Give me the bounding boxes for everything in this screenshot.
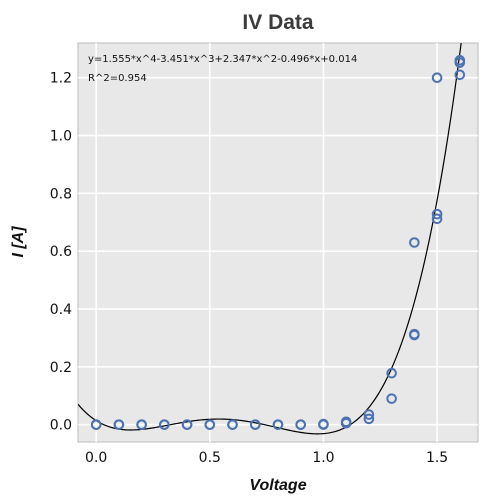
data-point xyxy=(454,69,466,81)
data-point xyxy=(249,419,261,430)
data-point xyxy=(363,409,375,420)
data-point xyxy=(340,416,352,428)
data-point xyxy=(159,419,170,430)
y-tick-label: 1.2 xyxy=(50,71,72,87)
data-point xyxy=(431,72,443,83)
equation-annotation: y=1.555*x^4-3.451*x^3+2.347*x^2-0.496*x+… xyxy=(88,54,357,65)
data-point xyxy=(386,393,397,404)
data-point xyxy=(386,367,397,379)
data-point xyxy=(431,208,443,220)
data-point xyxy=(454,55,466,66)
data-point xyxy=(363,413,375,425)
x-tick-label: 1.0 xyxy=(312,450,334,466)
y-tick-label: 0.4 xyxy=(50,302,72,318)
x-tick-labels: 0.0 0.5 1.0 1.5 xyxy=(85,450,448,466)
data-point xyxy=(272,419,284,430)
fit-curve xyxy=(78,43,462,435)
chart-title: IV Data xyxy=(242,11,314,34)
y-tick-label: 0.6 xyxy=(50,244,72,260)
plot-area xyxy=(77,42,479,443)
data-point xyxy=(181,419,193,430)
data-point xyxy=(136,419,147,430)
data-point xyxy=(227,419,238,430)
x-tick-label: 1.5 xyxy=(426,450,448,466)
x-axis-label: Voltage xyxy=(249,477,306,494)
x-tick-label: 0.5 xyxy=(199,450,221,466)
y-tick-labels: 0.0 0.2 0.4 0.6 0.8 1.0 1.2 xyxy=(50,71,72,434)
data-point xyxy=(204,419,216,430)
data-point xyxy=(295,419,307,430)
data-points xyxy=(90,55,466,430)
y-tick-label: 0.2 xyxy=(50,360,72,376)
y-tick-label: 0.8 xyxy=(50,186,72,202)
grid-lines xyxy=(78,43,478,442)
y-tick-label: 0.0 xyxy=(50,418,72,434)
data-point xyxy=(318,418,329,430)
fit-curve-group xyxy=(78,43,462,435)
y-tick-label: 1.0 xyxy=(50,129,72,145)
data-point xyxy=(90,419,102,430)
r-squared-annotation: R^2=0.954 xyxy=(88,73,147,84)
x-tick-label: 0.0 xyxy=(85,450,107,466)
data-point xyxy=(431,213,443,225)
data-point xyxy=(409,328,420,340)
data-point xyxy=(409,237,420,248)
data-point xyxy=(113,419,125,430)
y-axis-label: I [A] xyxy=(10,226,27,258)
